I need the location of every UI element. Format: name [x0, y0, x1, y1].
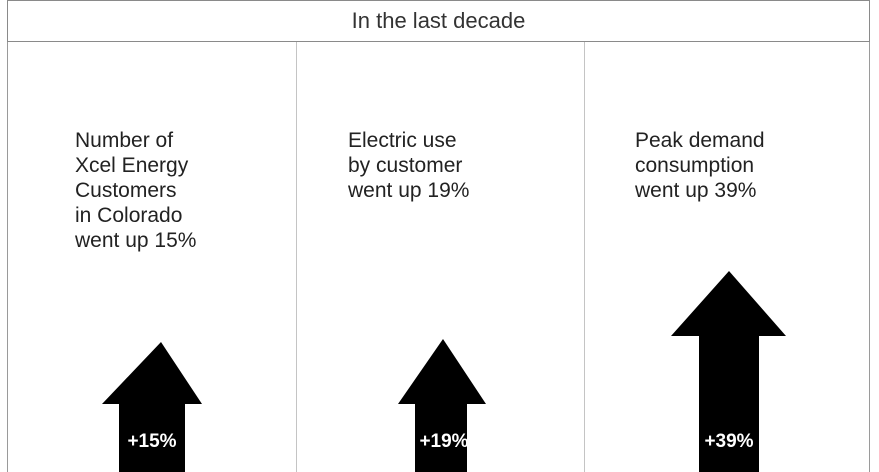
panel-description: Electric use by customer went up 19%	[348, 128, 558, 203]
arrow-shape	[671, 271, 786, 472]
arrow-label: +39%	[704, 431, 753, 452]
header-title: In the last decade	[7, 0, 870, 42]
arrow-shape	[102, 342, 202, 472]
panel-text-line: Peak demand	[635, 129, 765, 152]
panel-text-line: consumption	[635, 154, 755, 177]
up-arrow-icon: +15%	[8, 42, 296, 472]
panel-text-line: by customer	[348, 154, 463, 177]
panel-text-line: went up 15%	[75, 229, 197, 252]
panels: Number of Xcel Energy Customers in Color…	[7, 42, 870, 472]
up-arrow-icon: +19%	[297, 42, 585, 472]
panel-description: Peak demand consumption went up 39%	[635, 128, 845, 203]
panel-text-line: Electric use	[348, 129, 457, 152]
panel-text-line: went up 19%	[348, 179, 470, 202]
panel-peak-demand: Peak demand consumption went up 39% +39%	[584, 42, 870, 472]
panel-text-line: Number of	[75, 129, 174, 152]
panel-text-line: went up 39%	[635, 179, 757, 202]
panel-electric-use: Electric use by customer went up 19% +19…	[296, 42, 585, 472]
panel-text-line: Xcel Energy	[75, 154, 189, 177]
arrow-label: +15%	[127, 431, 176, 452]
infographic: In the last decade Number of Xcel Energy…	[7, 0, 870, 472]
panel-text-line: in Colorado	[75, 204, 183, 227]
up-arrow-icon: +39%	[585, 42, 873, 472]
panel-description: Number of Xcel Energy Customers in Color…	[75, 128, 285, 253]
arrow-label: +19%	[419, 431, 468, 452]
arrow-shape	[398, 339, 486, 472]
panel-text-line: Customers	[75, 179, 177, 202]
panel-customers: Number of Xcel Energy Customers in Color…	[7, 42, 296, 472]
